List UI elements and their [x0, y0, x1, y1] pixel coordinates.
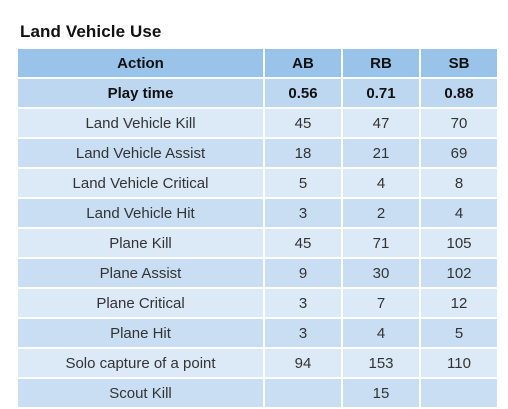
cell-action: Solo capture of a point [18, 349, 263, 377]
cell-sb: 69 [421, 139, 497, 167]
cell-sb: 12 [421, 289, 497, 317]
cell-ab: 3 [265, 319, 341, 347]
cell-ab: 45 [265, 109, 341, 137]
cell-sb [421, 379, 497, 407]
cell-sb: 4 [421, 199, 497, 227]
cell-rb: 153 [343, 349, 419, 377]
cell-rb: 4 [343, 319, 419, 347]
cell-rb: 71 [343, 229, 419, 257]
header-sb: SB [421, 49, 497, 77]
cell-action: Land Vehicle Critical [18, 169, 263, 197]
cell-ab: 3 [265, 199, 341, 227]
cell-ab: 3 [265, 289, 341, 317]
table-row: Scout Kill 15 [18, 379, 497, 407]
cell-sb: 5 [421, 319, 497, 347]
cell-rb: 15 [343, 379, 419, 407]
header-action: Action [18, 49, 263, 77]
cell-ab: 9 [265, 259, 341, 287]
cell-rb: 21 [343, 139, 419, 167]
cell-rb: 30 [343, 259, 419, 287]
vehicle-use-table: Action AB RB SB Play time 0.56 0.71 0.88… [16, 47, 499, 409]
cell-sb: 0.88 [421, 79, 497, 107]
cell-action: Plane Kill [18, 229, 263, 257]
cell-action: Land Vehicle Kill [18, 109, 263, 137]
table-row: Solo capture of a point 94 153 110 [18, 349, 497, 377]
table-row: Land Vehicle Assist 18 21 69 [18, 139, 497, 167]
cell-ab: 18 [265, 139, 341, 167]
cell-action: Play time [18, 79, 263, 107]
cell-rb: 0.71 [343, 79, 419, 107]
header-ab: AB [265, 49, 341, 77]
table-row: Plane Critical 3 7 12 [18, 289, 497, 317]
cell-ab [265, 379, 341, 407]
cell-action: Plane Critical [18, 289, 263, 317]
cell-rb: 4 [343, 169, 419, 197]
table-row: Plane Assist 9 30 102 [18, 259, 497, 287]
header-rb: RB [343, 49, 419, 77]
table-title: Land Vehicle Use [20, 22, 162, 41]
table-header-row: Action AB RB SB [18, 49, 497, 77]
cell-sb: 105 [421, 229, 497, 257]
table-row: Plane Hit 3 4 5 [18, 319, 497, 347]
table-row: Land Vehicle Critical 5 4 8 [18, 169, 497, 197]
cell-action: Land Vehicle Assist [18, 139, 263, 167]
table-row-play-time: Play time 0.56 0.71 0.88 [18, 79, 497, 107]
cell-rb: 47 [343, 109, 419, 137]
cell-ab: 94 [265, 349, 341, 377]
cell-action: Land Vehicle Hit [18, 199, 263, 227]
cell-action: Scout Kill [18, 379, 263, 407]
cell-sb: 70 [421, 109, 497, 137]
cell-rb: 2 [343, 199, 419, 227]
cell-sb: 8 [421, 169, 497, 197]
cell-ab: 0.56 [265, 79, 341, 107]
table-row: Plane Kill 45 71 105 [18, 229, 497, 257]
table-row: Land Vehicle Hit 3 2 4 [18, 199, 497, 227]
cell-sb: 110 [421, 349, 497, 377]
cell-sb: 102 [421, 259, 497, 287]
cell-ab: 45 [265, 229, 341, 257]
table-row: Land Vehicle Kill 45 47 70 [18, 109, 497, 137]
cell-action: Plane Hit [18, 319, 263, 347]
cell-ab: 5 [265, 169, 341, 197]
cell-rb: 7 [343, 289, 419, 317]
cell-action: Plane Assist [18, 259, 263, 287]
